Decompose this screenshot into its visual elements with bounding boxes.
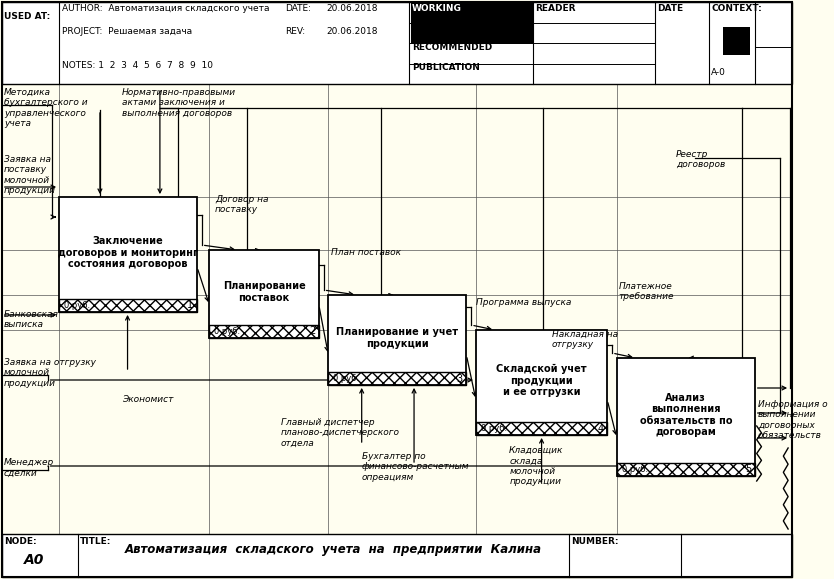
Bar xyxy=(617,463,755,476)
Text: NODE:: NODE: xyxy=(4,537,37,546)
Text: Платежное
требование: Платежное требование xyxy=(619,282,674,302)
Bar xyxy=(209,325,319,338)
Text: 4: 4 xyxy=(597,423,604,434)
Text: 1: 1 xyxy=(187,301,193,310)
Text: Банковская
выписка: Банковская выписка xyxy=(4,310,58,329)
Text: Заявка на
поставку
молочной
продукции: Заявка на поставку молочной продукции xyxy=(4,155,56,195)
Text: 20.06.2018: 20.06.2018 xyxy=(326,4,378,13)
Text: 2: 2 xyxy=(309,327,315,336)
Text: 20.06.2018: 20.06.2018 xyxy=(326,27,378,35)
Text: REV:: REV: xyxy=(285,27,306,35)
Text: USED AT:: USED AT: xyxy=(4,12,50,21)
Bar xyxy=(209,325,319,338)
Text: Планирование
поставок: Планирование поставок xyxy=(223,281,305,303)
Text: DATE:: DATE: xyxy=(285,4,312,13)
Text: A0: A0 xyxy=(24,554,44,567)
Text: Экономист: Экономист xyxy=(122,395,173,404)
Text: Планирование и учет
продукции: Планирование и учет продукции xyxy=(336,327,459,349)
Text: 0 руб.: 0 руб. xyxy=(63,301,90,310)
Text: Методика
бухгалтерского и
управленческого
учета: Методика бухгалтерского и управленческог… xyxy=(4,88,88,128)
Text: 0 руб.: 0 руб. xyxy=(480,424,507,433)
Text: 0 руб.: 0 руб. xyxy=(333,374,359,383)
Text: Программа выпуска: Программа выпуска xyxy=(476,298,571,307)
Text: Менеджер
сделки: Менеджер сделки xyxy=(4,458,54,478)
Bar xyxy=(617,358,755,476)
Text: AUTHOR:  Автоматизация складского учета: AUTHOR: Автоматизация складского учета xyxy=(62,4,269,13)
Bar xyxy=(723,27,750,56)
Bar xyxy=(476,422,607,435)
Bar xyxy=(209,250,319,338)
Text: TITLE:: TITLE: xyxy=(80,537,111,546)
Text: 0 руб.: 0 руб. xyxy=(214,327,240,336)
Text: Накладная на
отгрузку: Накладная на отгрузку xyxy=(552,330,618,349)
Text: Анализ
выполнения
обязательств по
договорам: Анализ выполнения обязательств по догово… xyxy=(640,393,732,437)
Text: NUMBER:: NUMBER: xyxy=(571,537,619,546)
Bar xyxy=(411,2,533,44)
Text: NOTES: 1  2  3  4  5  6  7  8  9  10: NOTES: 1 2 3 4 5 6 7 8 9 10 xyxy=(62,61,213,70)
Text: Нормативно-правовыми
актами заключения и
выполнения договоров: Нормативно-правовыми актами заключения и… xyxy=(122,88,236,118)
Text: DRAFT: DRAFT xyxy=(412,23,446,31)
Bar xyxy=(617,463,755,476)
Text: Бухгалтер по
финансово-расчетным
опреациям: Бухгалтер по финансово-расчетным опреаци… xyxy=(362,452,470,482)
Bar xyxy=(59,197,197,312)
Text: Кладовщик
склада
молочной
продукции: Кладовщик склада молочной продукции xyxy=(510,446,564,486)
Text: Заключение
договоров и мониторинг
состояния договоров: Заключение договоров и мониторинг состоя… xyxy=(58,236,198,269)
Text: Реестр
договоров: Реестр договоров xyxy=(676,150,725,170)
Text: WORKING: WORKING xyxy=(412,4,462,13)
Text: 5: 5 xyxy=(745,464,751,475)
Text: План поставок: План поставок xyxy=(331,248,401,257)
Bar xyxy=(476,422,607,435)
Text: A-0: A-0 xyxy=(711,68,726,76)
Bar xyxy=(329,372,466,385)
Text: PUBLICATION: PUBLICATION xyxy=(412,64,480,72)
Text: Заявка на отгрузку
молочной
продукции: Заявка на отгрузку молочной продукции xyxy=(4,358,96,388)
Text: Договор на
поставку: Договор на поставку xyxy=(215,195,269,214)
Text: CONTEXT:: CONTEXT: xyxy=(711,4,761,13)
Text: RECOMMENDED: RECOMMENDED xyxy=(412,43,492,52)
Text: PROJECT:  Решаемая задача: PROJECT: Решаемая задача xyxy=(62,27,192,35)
Bar xyxy=(329,295,466,385)
Bar xyxy=(329,372,466,385)
Text: 0 руб.: 0 руб. xyxy=(621,465,648,474)
Text: Складской учет
продукции
и ее отгрузки: Складской учет продукции и ее отгрузки xyxy=(496,364,587,397)
Text: READER: READER xyxy=(535,4,575,13)
Bar xyxy=(59,299,197,312)
Text: Информация о
выполнении
договорных
обязательств: Информация о выполнении договорных обяза… xyxy=(757,400,827,440)
Text: Автоматизация  складского  учета  на  предприятии  Калина: Автоматизация складского учета на предпр… xyxy=(124,543,541,556)
Bar xyxy=(2,2,792,84)
Text: Главный диспетчер
планово-диспетчерского
отдела: Главный диспетчер планово-диспетчерского… xyxy=(281,418,399,448)
Text: DATE: DATE xyxy=(656,4,683,13)
Text: 3: 3 xyxy=(456,373,463,383)
Bar xyxy=(2,534,792,577)
Bar xyxy=(59,299,197,312)
Bar xyxy=(476,330,607,435)
